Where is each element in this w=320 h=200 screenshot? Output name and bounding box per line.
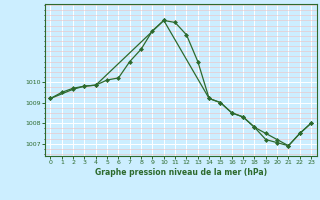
X-axis label: Graphe pression niveau de la mer (hPa): Graphe pression niveau de la mer (hPa): [95, 168, 267, 177]
